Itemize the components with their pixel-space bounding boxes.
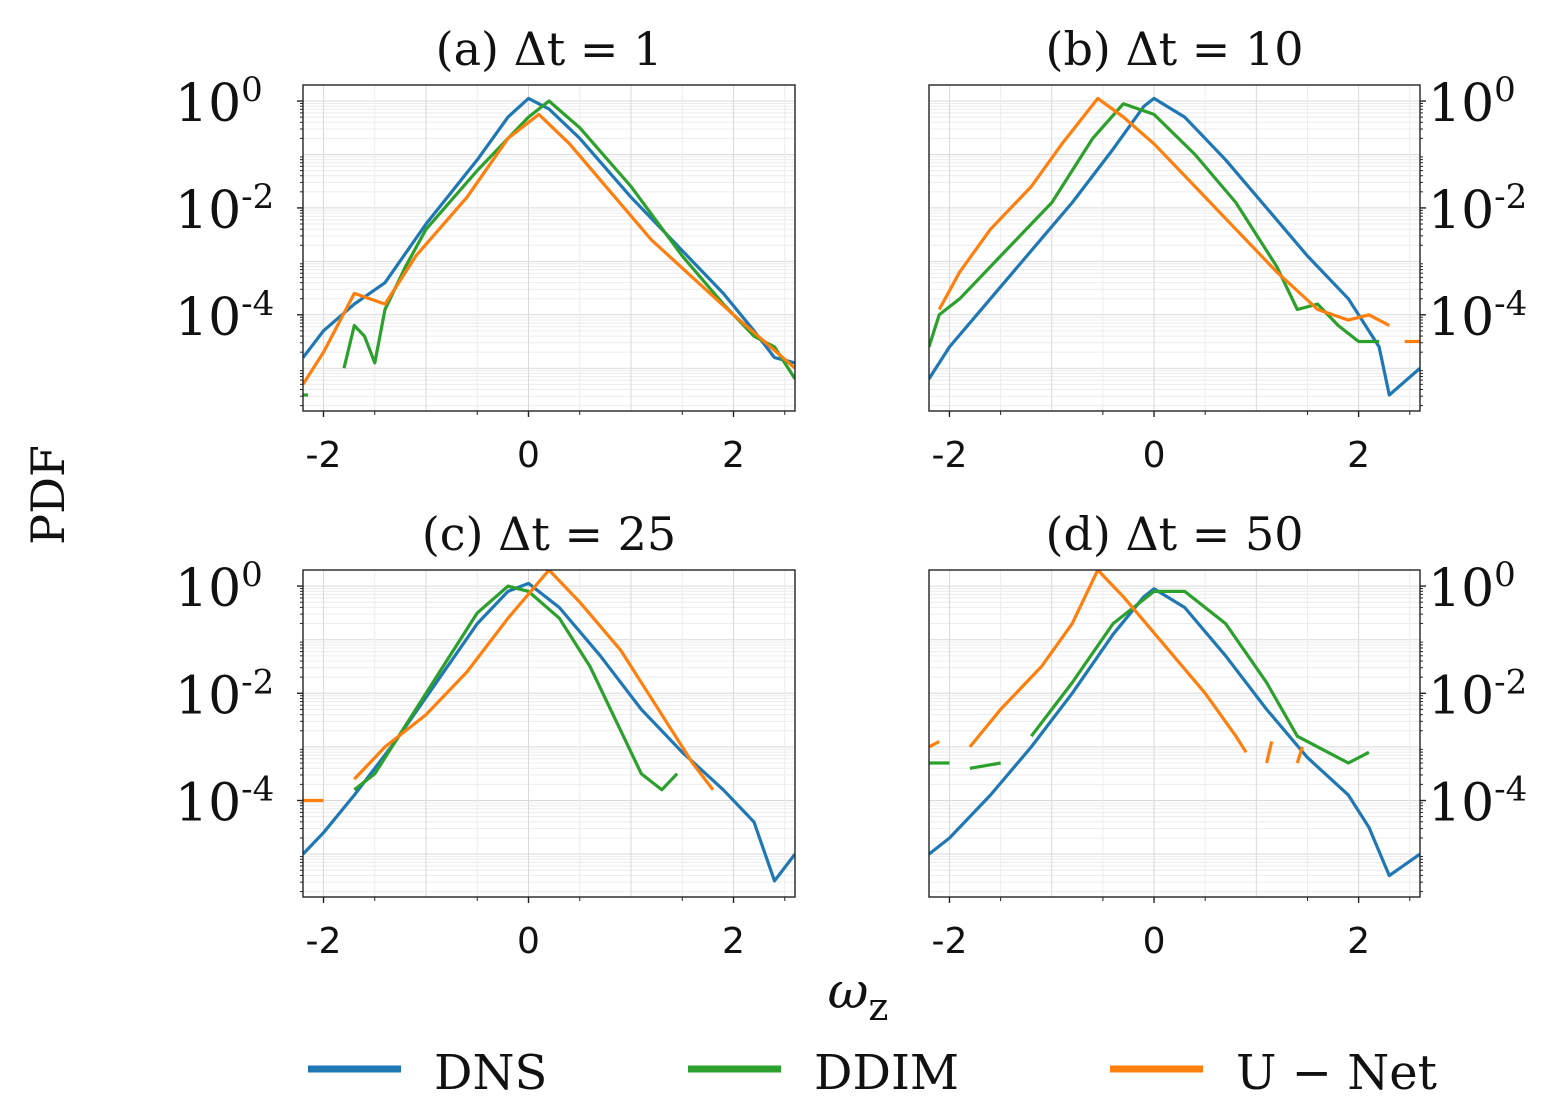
- x-tick-label: 0: [517, 921, 540, 962]
- y-tick-exponent: 0: [241, 70, 263, 110]
- y-tick-base: 10: [1428, 74, 1494, 134]
- x-tick-label: 2: [722, 435, 745, 476]
- y-axis-label: PDF: [21, 445, 75, 545]
- y-tick-exponent: -4: [241, 284, 274, 324]
- series-line-u-net: [929, 740, 940, 749]
- x-axis-label-subscript: z: [868, 985, 888, 1029]
- series-line-ddim: [1030, 589, 1370, 765]
- y-tick-base: 10: [175, 181, 241, 241]
- y-tick-exponent: 0: [241, 555, 263, 595]
- x-axis-label: ωz: [828, 962, 889, 1029]
- series-line-dns: [303, 96, 795, 365]
- y-tick-label: 100: [1428, 555, 1516, 619]
- series-line-u-net: [353, 570, 715, 791]
- y-tick-base: 10: [1428, 774, 1494, 834]
- axes-frame: [928, 84, 1421, 412]
- y-tick-label: 100: [175, 555, 263, 619]
- legend-label: DNS: [434, 1045, 547, 1101]
- series-line-u-net: [1265, 741, 1274, 764]
- y-tick-base: 10: [175, 288, 241, 348]
- series-line-u-net: [968, 570, 1248, 754]
- y-tick-exponent: -4: [1494, 284, 1527, 324]
- series-line-ddim: [969, 761, 1001, 770]
- y-tick-label: 100: [175, 70, 263, 134]
- y-tick-base: 10: [1428, 666, 1494, 726]
- y-tick-label: 10-4: [1428, 770, 1527, 834]
- y-tick-label: 10-4: [175, 770, 274, 834]
- x-tick-label: 0: [1143, 435, 1166, 476]
- y-tick-exponent: 0: [1494, 555, 1516, 595]
- panel-title: (a) Δt = 1: [436, 22, 663, 76]
- axes-frame: [302, 569, 796, 898]
- panel-title: (c) Δt = 25: [422, 507, 676, 561]
- y-tick-base: 10: [175, 74, 241, 134]
- y-tick-exponent: -2: [241, 662, 274, 702]
- x-tick-label: 2: [1347, 921, 1370, 962]
- axes-frame: [302, 84, 796, 412]
- y-tick-label: 10-2: [175, 177, 274, 241]
- x-axis-label-symbol: ω: [828, 962, 869, 1020]
- y-tick-base: 10: [175, 774, 241, 834]
- y-tick-exponent: -2: [241, 177, 274, 217]
- y-tick-exponent: -4: [1494, 770, 1527, 810]
- axes-frame: [928, 569, 1421, 898]
- x-tick-label: 0: [1143, 921, 1166, 962]
- y-tick-base: 10: [175, 559, 241, 619]
- series-line-u-net: [1295, 746, 1304, 764]
- y-tick-label: 10-2: [1428, 177, 1527, 241]
- x-tick-label: -2: [306, 921, 342, 962]
- y-tick-base: 10: [175, 666, 241, 726]
- legend-label: U − Net: [1236, 1045, 1437, 1101]
- series-line-dns: [929, 587, 1420, 878]
- panel-title: (b) Δt = 10: [1046, 22, 1304, 76]
- series-line-u-net: [303, 112, 795, 386]
- panel-title: (d) Δt = 50: [1046, 507, 1304, 561]
- y-tick-label: 10-4: [175, 284, 274, 348]
- series-line-dns: [303, 581, 795, 883]
- series-line-ddim: [353, 584, 679, 792]
- y-tick-exponent: -2: [1494, 662, 1527, 702]
- y-tick-exponent: -4: [241, 770, 274, 810]
- x-tick-label: -2: [932, 435, 968, 476]
- y-tick-base: 10: [1428, 181, 1494, 241]
- x-tick-label: -2: [306, 435, 342, 476]
- legend-label: DDIM: [814, 1045, 959, 1101]
- y-tick-label: 10-2: [1428, 662, 1527, 726]
- y-tick-exponent: 0: [1494, 70, 1516, 110]
- series-line-ddim: [929, 102, 1380, 348]
- series-line-u-net: [937, 96, 1391, 327]
- x-tick-label: -2: [932, 921, 968, 962]
- y-tick-base: 10: [1428, 288, 1494, 348]
- x-tick-label: 0: [517, 435, 540, 476]
- y-tick-label: 10-2: [175, 662, 274, 726]
- y-tick-label: 10-4: [1428, 284, 1527, 348]
- legend: DNS DDIM U − Net: [308, 1045, 1437, 1101]
- y-tick-exponent: -2: [1494, 177, 1527, 217]
- x-tick-label: 2: [722, 921, 745, 962]
- x-tick-label: 2: [1347, 435, 1370, 476]
- series-line-dns: [929, 96, 1420, 397]
- y-tick-base: 10: [1428, 559, 1494, 619]
- y-tick-label: 100: [1428, 70, 1516, 134]
